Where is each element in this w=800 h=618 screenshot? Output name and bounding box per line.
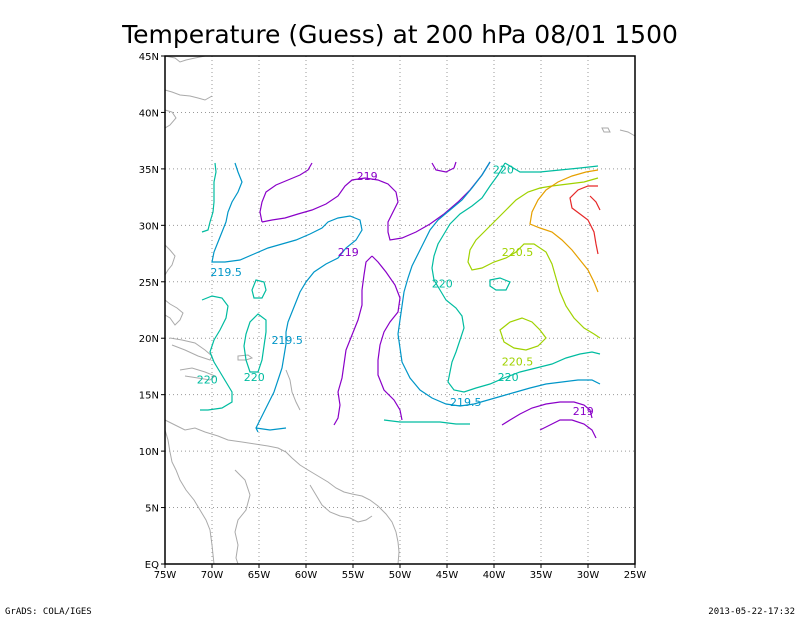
x-tick-label: 60W (295, 570, 318, 581)
x-tick-label: 75W (154, 570, 177, 581)
contour-label: 220 (197, 373, 218, 386)
coastline-segment (164, 55, 206, 63)
contour-label: 219 (573, 405, 594, 418)
contour-line (501, 401, 593, 426)
x-tick-label: 25W (624, 570, 647, 581)
coastline-segment (619, 129, 636, 137)
coastline-segment (164, 109, 177, 129)
coastline-segment (169, 337, 213, 361)
y-tick-label: EQ (145, 560, 159, 571)
coastline-segment (285, 369, 301, 411)
coastline-segment (164, 89, 213, 101)
contour-line (259, 162, 313, 223)
contour-line (211, 162, 363, 433)
contour-line (383, 419, 470, 425)
coastline-segment (164, 429, 215, 565)
contour-line (333, 255, 373, 426)
map-title: Temperature (Guess) at 200 hPa 08/01 150… (121, 20, 678, 49)
contour-line (499, 317, 547, 351)
y-tick-label: 40N (139, 108, 159, 119)
coastline-segment (179, 367, 216, 381)
coastline-segment (164, 419, 400, 565)
contour-label: 219.5 (210, 266, 242, 279)
y-tick-label: 20N (139, 334, 159, 345)
contour-labels: 219 219 219 219.5 219.5 219.5 220 220 220 220 220 2… (197, 163, 594, 418)
contour-line (489, 277, 511, 291)
x-tick-label: 70W (201, 570, 224, 581)
coastline-segment (601, 127, 611, 133)
contour-label: 220 (493, 163, 514, 176)
contour-label: 219.5 (450, 396, 482, 409)
contour-line (569, 185, 599, 255)
y-tick-label: 5N (145, 504, 159, 515)
contour-line (589, 195, 601, 211)
x-tick-label: 40W (483, 570, 506, 581)
contour-line (255, 427, 287, 431)
coastline-segment (164, 244, 176, 276)
y-tick-label: 15N (139, 391, 159, 402)
contour-label: 220.5 (502, 355, 534, 368)
x-tick-label: 30W (577, 570, 600, 581)
contour-line (371, 255, 403, 421)
contour-line (504, 162, 599, 173)
contour-line (261, 161, 491, 241)
y-tick-label: 45N (139, 52, 159, 63)
contour-label: 220 (432, 277, 453, 290)
coastline-segment (164, 299, 184, 326)
coastlines (164, 55, 636, 565)
contour-line (431, 162, 601, 393)
coastline-segment (234, 469, 251, 565)
footer-timestamp: 2013-05-22-17:32 (708, 607, 795, 617)
contour-line (397, 161, 601, 407)
y-tick-label: 10N (139, 447, 159, 458)
x-tick-label: 50W (389, 570, 412, 581)
contour-line (467, 177, 601, 339)
contour-line (431, 161, 457, 173)
contour-line (200, 295, 233, 411)
contour-label: 220 (244, 371, 265, 384)
lat-lon-grid (165, 56, 635, 564)
y-tick-label: 25N (139, 278, 159, 289)
temperature-contours (200, 161, 601, 439)
latitude-axis: EQ 5N 10N 15N 20N 25N 30N 35N 40N 45N (139, 52, 165, 571)
contour-line (539, 419, 597, 439)
contour-line (251, 279, 267, 299)
contour-line (529, 169, 599, 293)
x-tick-label: 65W (248, 570, 271, 581)
contour-label: 220.5 (502, 246, 534, 259)
x-tick-label: 55W (342, 570, 365, 581)
y-tick-label: 30N (139, 221, 159, 232)
footer-credit: GrADS: COLA/IGES (5, 607, 92, 617)
contour-label: 219 (338, 246, 359, 259)
contour-label: 219.5 (271, 334, 303, 347)
contour-line (201, 162, 217, 233)
y-tick-label: 35N (139, 165, 159, 176)
contour-label: 220 (498, 371, 519, 384)
longitude-axis: 75W 70W 65W 60W 55W 50W 45W 40W 35W 30W 25W (154, 564, 647, 581)
contour-line (243, 313, 267, 373)
x-tick-label: 35W (530, 570, 553, 581)
x-tick-label: 45W (436, 570, 459, 581)
coastline-segment (237, 354, 254, 361)
coastline-segment (309, 484, 373, 523)
contour-label: 219 (357, 170, 378, 183)
